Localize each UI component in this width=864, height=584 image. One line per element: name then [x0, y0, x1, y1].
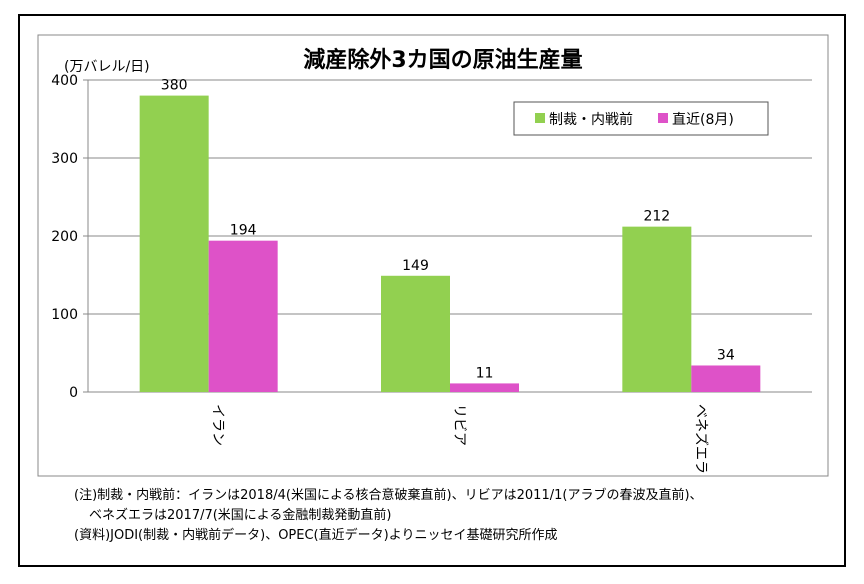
- legend: 制裁・内戦前 直近(8月): [513, 101, 769, 136]
- legend-label-pre-sanction: 制裁・内戦前: [549, 111, 633, 128]
- y-axis-ticks: 0 100 200 300 400: [51, 73, 88, 401]
- y-tick-label-1: 100: [51, 307, 78, 323]
- data-label-0-1: 194: [230, 223, 257, 239]
- chart-title: 減産除外3カ国の原油生産量: [303, 47, 582, 73]
- y-axis-unit-label: (万バレル/日): [64, 59, 150, 75]
- data-label-2-0: 212: [643, 209, 670, 225]
- data-labels-group: 380 194 149 11 212 34: [161, 78, 735, 382]
- bar-1-0: [381, 275, 450, 392]
- bars-group: [139, 95, 761, 392]
- data-label-0-0: 380: [161, 78, 188, 94]
- bar-2-1: [691, 365, 761, 392]
- bar-2-0: [622, 226, 692, 392]
- legend-swatch-latest: [658, 113, 668, 123]
- y-tick-label-2: 200: [51, 229, 78, 245]
- bar-0-1: [208, 240, 278, 392]
- data-label-1-0: 149: [402, 258, 429, 274]
- legend-label-latest: 直近(8月): [672, 111, 734, 128]
- footnotes: (注)制裁・内戦前：イランは2018/4(米国による核合意破棄直前)、リビアは2…: [74, 486, 834, 546]
- chart-area-border: [37, 34, 829, 477]
- category-labels-group: イラン リビア ベネズエラ: [210, 404, 709, 474]
- source-line: (資料)JODI(制裁・内戦前データ)、OPEC(直近データ)よりニッセイ基礎研…: [74, 528, 558, 543]
- data-label-1-1: 11: [476, 365, 494, 381]
- note-line-1: (注)制裁・内戦前：イランは2018/4(米国による核合意破棄直前)、リビアは2…: [74, 488, 703, 503]
- bar-0-0: [139, 95, 209, 392]
- legend-swatch-pre-sanction: [535, 113, 545, 123]
- legend-box: [513, 101, 769, 136]
- y-tick-label-4: 400: [51, 73, 78, 89]
- bar-1-1: [450, 383, 519, 392]
- note-line-2: ベネズエラは2017/7(米国による金融制裁発動直前): [89, 508, 392, 523]
- category-label-0: イラン: [210, 404, 226, 446]
- y-tick-label-3: 300: [51, 151, 78, 167]
- category-label-1: リビア: [451, 404, 467, 446]
- category-label-2: ベネズエラ: [692, 404, 708, 474]
- data-label-2-1: 34: [717, 347, 735, 363]
- y-tick-label-0: 0: [69, 385, 78, 401]
